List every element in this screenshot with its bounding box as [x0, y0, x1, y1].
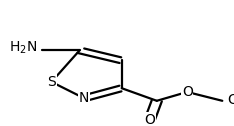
Text: N: N: [79, 91, 89, 105]
Text: O: O: [182, 85, 193, 99]
Text: H$_2$N: H$_2$N: [9, 40, 37, 56]
Text: O: O: [144, 113, 155, 126]
Text: CH$_3$: CH$_3$: [227, 93, 234, 109]
Text: S: S: [47, 75, 56, 89]
